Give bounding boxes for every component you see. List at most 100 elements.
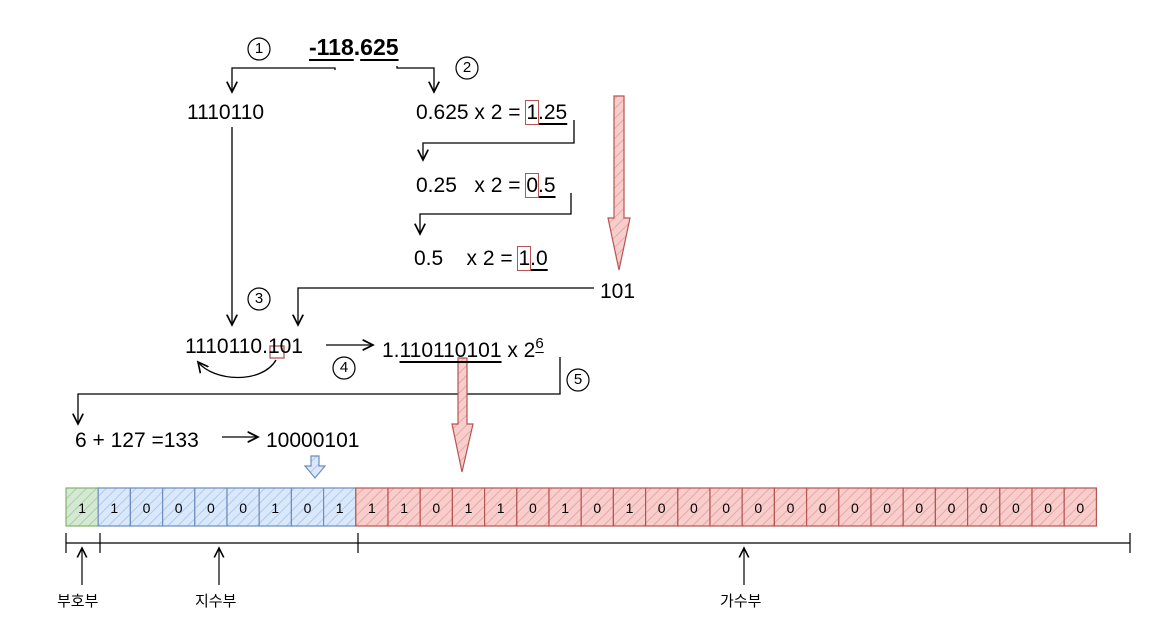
arrow-to-integer (232, 67, 336, 92)
decimal-point: . (353, 34, 361, 60)
exponent-bit: 1 (110, 500, 119, 516)
mantissa-bit-cell (934, 487, 969, 527)
mantissa-bit: 0 (883, 500, 891, 516)
carry-digit: 1 (525, 100, 540, 125)
mantissa-bit: 1 (400, 500, 408, 516)
mantissa-bit: 0 (754, 500, 763, 516)
mantissa-bit: 0 (818, 500, 827, 516)
exponent-bit: 0 (303, 500, 312, 516)
integer-binary: 1110110 (187, 101, 265, 124)
mantissa-bit: 0 (979, 500, 988, 516)
arrow-to-fraction (396, 66, 434, 92)
sign-bit: 1 (78, 500, 86, 516)
mantissa-bit: 0 (432, 500, 441, 516)
remainder: .0 (530, 247, 548, 270)
step-5-number: 5 (573, 371, 583, 388)
mantissa-bit-cell (451, 487, 486, 527)
step-expr: 0.5 x 2 = (414, 247, 519, 270)
step-expr: 0.625 x 2 = (416, 101, 527, 124)
section-brackets (65, 533, 1131, 585)
exponent-bit: 0 (206, 500, 215, 516)
arrow-exponent (78, 357, 561, 424)
mantissa-bit: 0 (850, 500, 859, 516)
mantissa-bit: 0 (689, 500, 698, 516)
step-2-number: 2 (462, 59, 472, 76)
blue-arrow-exponent (303, 455, 327, 479)
carry-digit: 1 (517, 246, 532, 271)
normalized-mantissa: 110110101 (399, 339, 502, 362)
mantissa-bit: 1 (625, 500, 634, 516)
sign-label: 부호부 (57, 593, 99, 610)
mantissa-bit-cell (1063, 487, 1097, 527)
combined-frac: 101 (267, 335, 303, 358)
mantissa-bit-cell (548, 487, 582, 527)
normalized-exponent: 6 (535, 335, 544, 352)
exponent-bit: 0 (239, 500, 247, 516)
mantissa-bit: 0 (1011, 500, 1020, 516)
arrow-step-1-2 (423, 120, 575, 160)
fraction-part: 625 (360, 34, 399, 60)
remainder: .5 (538, 174, 556, 197)
step-3-number: 3 (254, 290, 264, 307)
source-number: -118.625 (309, 36, 399, 59)
mantissa-bit-cell (838, 487, 872, 527)
mantissa-label: 가수부 (720, 593, 762, 610)
mantissa-bit-cell (966, 487, 1001, 527)
fraction-step-3: 0.5 x 2 = 1.0 (414, 246, 548, 271)
combined-int: 1110110 (185, 335, 263, 358)
exponent-binary: 10000101 (266, 429, 360, 452)
mantissa-bit-cell (355, 487, 389, 527)
exponent-bit: 1 (335, 500, 344, 516)
arrow-fraction-binary (298, 287, 594, 325)
mantissa-bit-cell (484, 487, 518, 527)
normalized-times: x 2 (501, 339, 536, 362)
mantissa-bit: 0 (1044, 500, 1052, 516)
mantissa-bit-cell (773, 487, 808, 527)
mantissa-bit-cell (677, 487, 711, 527)
normalized-prefix: 1. (382, 339, 400, 362)
exponent-expression: 6 + 127 =133 (75, 429, 199, 452)
combined-dot: . (262, 335, 268, 358)
mantissa-bit: 0 (786, 500, 795, 516)
step-4-number: 4 (339, 359, 349, 376)
exponent-bit-cell (290, 487, 325, 527)
sign-bit-cell (65, 487, 99, 527)
mantissa-bit: 0 (947, 500, 956, 516)
exponent-label: 지수부 (195, 593, 237, 610)
mantissa-bit: 1 (496, 500, 505, 516)
mantissa-bit: 0 (915, 500, 924, 516)
fraction-step-1: 0.625 x 2 = 1.25 (416, 100, 567, 125)
step-1-number: 1 (254, 40, 264, 57)
exponent-bit: 0 (142, 500, 151, 516)
step-circles (247, 37, 590, 392)
integer-part: -118 (309, 34, 354, 60)
mantissa-bit-cell (902, 487, 937, 527)
red-arrow-fraction-collect (607, 95, 631, 271)
mantissa-bit: 0 (528, 500, 537, 516)
step-expr: 0.25 x 2 = (416, 174, 527, 197)
mantissa-bit: 0 (657, 500, 666, 516)
mantissa-bit: 0 (722, 500, 730, 516)
mantissa-bit-cell (644, 487, 679, 527)
mantissa-bit-cell (741, 487, 776, 527)
mantissa-bit: 1 (367, 500, 376, 516)
fraction-step-2: 0.25 x 2 = 0.5 (416, 173, 556, 198)
mantissa-bit-cell (612, 487, 647, 527)
mantissa-bit-cell (1031, 487, 1065, 527)
arrow-step-2-3 (420, 193, 572, 234)
mantissa-bit-cell (580, 487, 615, 527)
mantissa-bit: 1 (561, 500, 569, 516)
mantissa-bit: 0 (593, 500, 602, 516)
combined-binary: 1110110.101 (185, 336, 303, 357)
exponent-bit-cell (323, 487, 357, 527)
bit-cells (65, 487, 1097, 527)
fraction-binary: 101 (600, 280, 636, 303)
mantissa-bit-cell (870, 487, 904, 527)
red-arrow-mantissa (451, 357, 474, 473)
arrow-decimal-shift (198, 345, 285, 379)
exponent-bit-cell (97, 487, 131, 527)
exponent-bit: 0 (174, 500, 183, 516)
carry-digit: 0 (525, 173, 539, 198)
